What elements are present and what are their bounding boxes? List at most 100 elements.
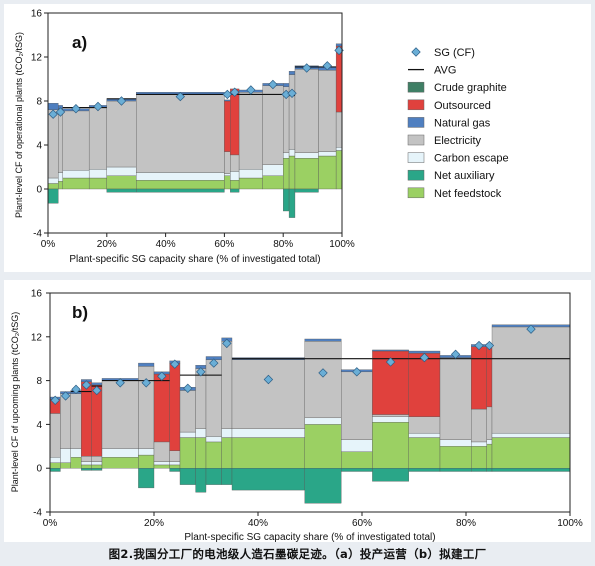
stacked-bar xyxy=(304,338,342,504)
x-tick-label: 60% xyxy=(352,518,372,529)
bar-segment-carbon-escape xyxy=(70,448,82,458)
bar-segment-electricity xyxy=(294,68,319,153)
bar-segment-electricity xyxy=(60,393,71,449)
bar-segment-net-auxiliary xyxy=(106,188,137,193)
legend: SG (CF) AVG Crude graphite Outsourced Natura… xyxy=(407,47,509,200)
bar-segment-electricity xyxy=(224,151,231,174)
bar-segment-net-auxiliary xyxy=(205,468,222,485)
bar-segment-electricity xyxy=(230,154,240,172)
sg-marker xyxy=(450,349,461,360)
bar-segment-carbon-escape xyxy=(49,457,61,463)
x-tick-label: 100% xyxy=(557,518,583,529)
bar-segment-net-auxiliary xyxy=(81,468,92,471)
sg-marker xyxy=(318,368,328,378)
legend-item: AVG xyxy=(408,65,456,77)
bar-segment-net-feedstock xyxy=(47,183,59,190)
bar-segment-electricity xyxy=(408,416,441,434)
bar-segment-outsourced xyxy=(91,384,103,457)
bar-segment-electricity xyxy=(91,455,103,462)
x-tick-label: 0% xyxy=(41,239,56,250)
y-tick-label: 16 xyxy=(31,9,43,20)
bar-segment-electricity xyxy=(439,357,472,440)
x-tick-label: 60% xyxy=(214,239,234,250)
bar-segment-outsourced xyxy=(335,45,343,113)
bar-segment-carbon-escape xyxy=(335,147,343,151)
stacked-bar xyxy=(238,89,263,190)
bar-segment-net-auxiliary xyxy=(231,468,305,491)
sg-marker xyxy=(352,367,362,377)
bar-segment-electricity xyxy=(318,70,337,152)
bar-segment-electricity xyxy=(304,341,342,419)
bar-segment-net-auxiliary xyxy=(408,468,441,472)
legend-item: Carbon escape xyxy=(407,152,509,165)
bar-segment-net-feedstock xyxy=(231,437,305,469)
legend-label: SG (CF) xyxy=(434,47,475,59)
bar-segment-electricity xyxy=(179,390,196,433)
y-tick-label: -4 xyxy=(33,508,42,519)
x-axis-label: Plant-specific SG capacity share (% of i… xyxy=(69,254,320,265)
y-tick-label: 4 xyxy=(36,420,42,431)
sg-marker xyxy=(60,391,71,401)
bar-segment-net-feedstock xyxy=(486,443,493,469)
bar-segment-electricity xyxy=(288,74,296,150)
stacked-bar xyxy=(58,105,63,190)
bar-segment-carbon-escape xyxy=(205,436,222,443)
bar-segment-electricity xyxy=(335,111,343,148)
stacked-bar xyxy=(224,99,231,190)
y-tick-label: 4 xyxy=(36,141,42,152)
stacked-bar xyxy=(318,66,337,190)
bar-segment-net-feedstock xyxy=(283,158,290,190)
legend-swatch-sg xyxy=(411,47,421,57)
stacked-bar xyxy=(60,391,71,469)
bar-segment-carbon-escape xyxy=(221,428,233,438)
bar-segment-net-auxiliary xyxy=(230,188,240,193)
bar-segment-electricity xyxy=(195,368,207,429)
legend-swatch-carbon-escape xyxy=(407,152,425,163)
sg-marker xyxy=(50,395,60,406)
y-tick-label: 0 xyxy=(36,464,42,475)
bar-segment-net-auxiliary xyxy=(136,188,225,193)
legend-swatch-natural-gas xyxy=(407,117,425,128)
bar-segment-electricity xyxy=(47,109,59,179)
bar-segment-carbon-escape xyxy=(136,172,225,181)
bar-segment-net-feedstock xyxy=(294,158,319,190)
bar-segment-carbon-escape xyxy=(153,461,170,466)
bar-segment-electricity xyxy=(221,341,233,429)
bar-segment-electricity xyxy=(81,455,92,462)
bar-segment-net-feedstock xyxy=(62,177,90,190)
bar-segment-natural-gas xyxy=(91,382,103,386)
bar-segment-natural-gas xyxy=(224,99,231,102)
legend-label: Outsourced xyxy=(434,100,491,112)
bar-segment-electricity xyxy=(262,85,284,165)
bar-segment-net-auxiliary xyxy=(283,188,290,212)
bar-segment-natural-gas xyxy=(335,43,343,47)
legend-label: Net auxiliary xyxy=(434,170,495,182)
bar-segment-carbon-escape xyxy=(230,171,240,181)
x-tick-label: 20% xyxy=(97,239,117,250)
stacked-bar xyxy=(341,369,373,472)
stacked-bar xyxy=(283,83,290,212)
bar-segment-net-feedstock xyxy=(439,446,472,469)
stacked-bar xyxy=(486,343,493,472)
sg-marker xyxy=(157,371,167,381)
bar-segment-carbon-escape xyxy=(101,448,139,458)
bar-segment-net-feedstock xyxy=(136,180,225,190)
bar-segment-net-auxiliary xyxy=(49,468,61,472)
sg-marker xyxy=(93,101,103,112)
bar-segment-net-feedstock xyxy=(408,437,441,469)
bar-segment-electricity xyxy=(49,413,61,458)
bar-segment-net-feedstock xyxy=(106,175,137,190)
bar-segment-net-feedstock xyxy=(335,150,343,190)
stacked-bar xyxy=(372,349,409,482)
bar-segment-carbon-escape xyxy=(58,172,63,182)
bar-segment-outsourced xyxy=(408,353,441,417)
sg-marker xyxy=(71,384,81,395)
y-tick-label: 8 xyxy=(36,97,42,108)
stacked-bar xyxy=(88,105,107,190)
bar-segment-natural-gas xyxy=(283,83,290,87)
bar-segment-electricity xyxy=(169,450,181,462)
sg-marker xyxy=(55,107,66,117)
bar-segment-electricity xyxy=(231,359,305,429)
bar-segment-carbon-escape xyxy=(471,441,487,447)
legend-item: Natural gas xyxy=(407,117,491,129)
